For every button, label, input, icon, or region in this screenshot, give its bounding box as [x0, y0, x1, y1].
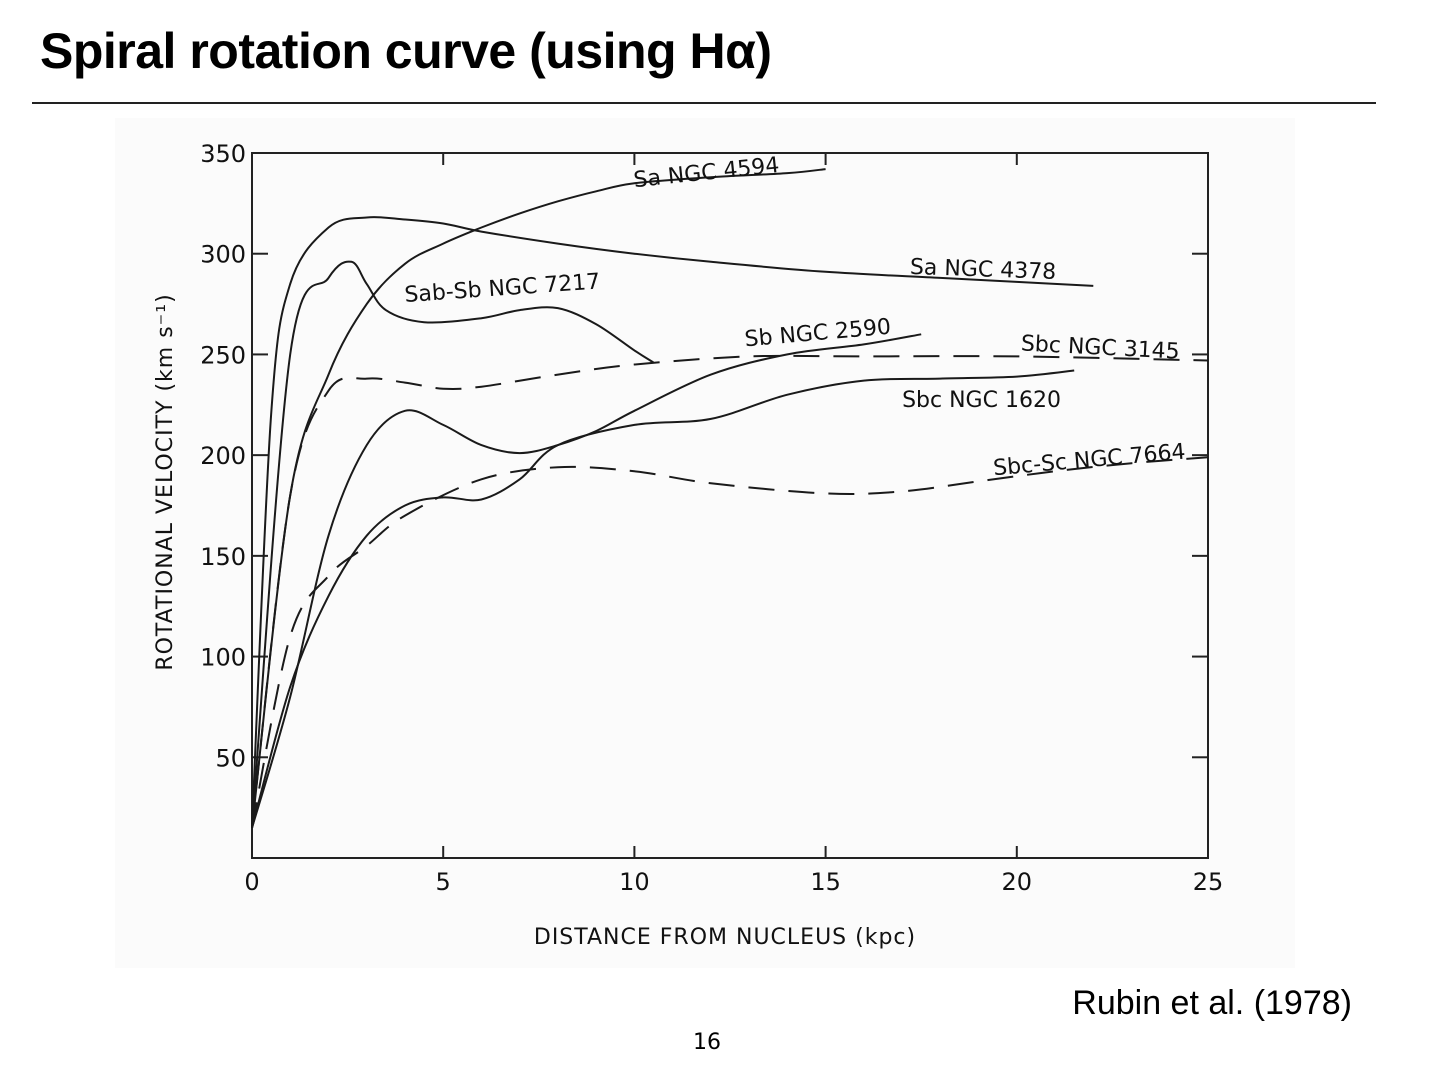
series-label-7: Sbc-Sc NGC 7664 — [992, 440, 1186, 482]
series-label-5: Sbc NGC 3145 — [1020, 331, 1180, 364]
x-tick-label: 0 — [244, 868, 259, 896]
figure-panel — [115, 118, 1295, 968]
x-tick-label: 10 — [619, 868, 650, 896]
title-divider — [32, 102, 1376, 104]
y-tick-label: 150 — [200, 543, 246, 571]
series-label-4: Sb NGC 2590 — [744, 315, 892, 353]
series-line-2 — [251, 260, 655, 828]
axes: 0 5 10 15 20 25 50 100 150 200 250 300 350 — [200, 140, 1223, 896]
plot-frame — [251, 152, 1209, 859]
x-tick-label: 5 — [436, 868, 451, 896]
series-line-4 — [251, 354, 1209, 828]
y-tick-label: 100 — [200, 644, 246, 672]
series-line-0 — [251, 168, 826, 828]
page-number: 16 — [693, 1030, 721, 1055]
series-line-6 — [251, 456, 1209, 828]
y-axis-label: ROTATIONAL VELOCITY (km s⁻¹) — [153, 293, 178, 670]
series-line-3 — [251, 333, 922, 829]
slide-title: Spiral rotation curve (using Hα) — [40, 23, 772, 79]
x-tick-label: 20 — [1002, 868, 1033, 896]
x-tick-label: 15 — [810, 868, 841, 896]
series-label-2: Sab-Sb NGC 7217 — [404, 269, 601, 308]
y-tick-label: 50 — [215, 744, 246, 772]
series-line-1 — [251, 216, 1094, 828]
x-tick-label: 25 — [1193, 868, 1224, 896]
y-tick-label: 200 — [200, 442, 246, 470]
x-axis-label: DISTANCE FROM NUCLEUS (kpc) — [534, 925, 916, 950]
citation: Rubin et al. (1978) — [1072, 984, 1352, 1022]
series-line-5 — [251, 369, 1075, 829]
series-labels: Sa NGC 4594 Sa NGC 4378 Sab-Sb NGC 7217 Sb … — [404, 153, 1187, 481]
series-label-6: Sbc NGC 1620 — [902, 388, 1061, 413]
y-tick-label: 350 — [200, 140, 246, 168]
y-tick-label: 300 — [200, 241, 246, 269]
series-label-1: Sa NGC 4378 — [910, 255, 1057, 285]
series-label-0: Sa NGC 4594 — [632, 153, 780, 193]
y-tick-label: 250 — [200, 341, 246, 369]
series-lines — [251, 168, 1209, 829]
